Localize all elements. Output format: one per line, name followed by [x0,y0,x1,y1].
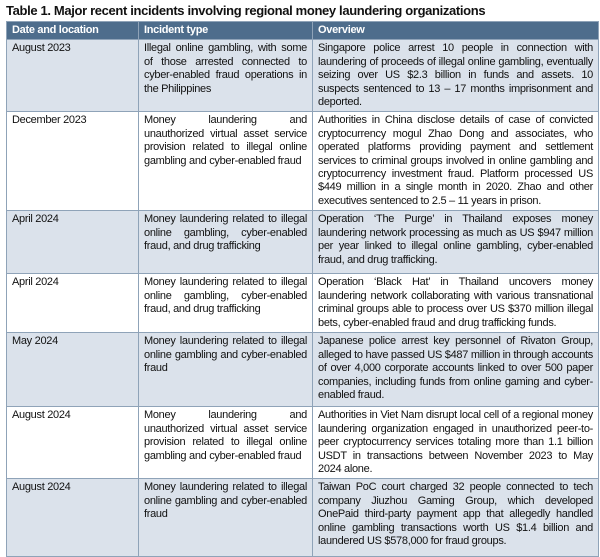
header-date: Date and location [6,20,139,41]
header-type: Incident type [138,20,313,41]
cell-date: August 2024 [6,406,139,480]
cell-date: May 2024 [6,332,139,408]
cell-type: Money laundering and unauthorized virtua… [138,111,313,212]
table-row: December 2023 Money laundering and unaut… [6,111,599,212]
cell-overview: Operation ‘The Purge’ in Thailand expose… [312,210,599,275]
cell-overview: Operation ‘Black Hat’ in Thailand uncove… [312,273,599,334]
table-row: August 2023 Illegal online gambling, wit… [6,39,599,113]
cell-overview: Japanese police arrest key personnel of … [312,332,599,408]
cell-overview: Taiwan PoC court charged 32 people conne… [312,478,599,557]
cell-type: Money laundering and unauthorized virtua… [138,406,313,480]
table-row: August 2024 Money laundering related to … [6,478,599,557]
header-overview: Overview [312,20,599,41]
cell-type: Money laundering related to illegal onli… [138,210,313,275]
cell-overview: Authorities in Viet Nam disrupt local ce… [312,406,599,480]
cell-date: April 2024 [6,210,139,275]
cell-type: Money laundering related to illegal onli… [138,332,313,408]
table-row: April 2024 Money laundering related to i… [6,273,599,334]
cell-date: December 2023 [6,111,139,212]
cell-type: Money laundering related to illegal onli… [138,478,313,557]
cell-date: April 2024 [6,273,139,334]
table-row: April 2024 Money laundering related to i… [6,210,599,275]
cell-date: August 2023 [6,39,139,113]
cell-overview: Singapore police arrest 10 people in con… [312,39,599,113]
table-title: Table 1. Major recent incidents involvin… [6,3,486,18]
cell-overview: Authorities in China disclose details of… [312,111,599,212]
incidents-table: Date and location Incident type Overview… [6,20,599,557]
table-header-row: Date and location Incident type Overview [6,20,599,41]
table-row: August 2024 Money laundering and unautho… [6,406,599,480]
table-row: May 2024 Money laundering related to ill… [6,332,599,408]
cell-type: Illegal online gambling, with some of th… [138,39,313,113]
cell-type: Money laundering related to illegal onli… [138,273,313,334]
cell-date: August 2024 [6,478,139,557]
